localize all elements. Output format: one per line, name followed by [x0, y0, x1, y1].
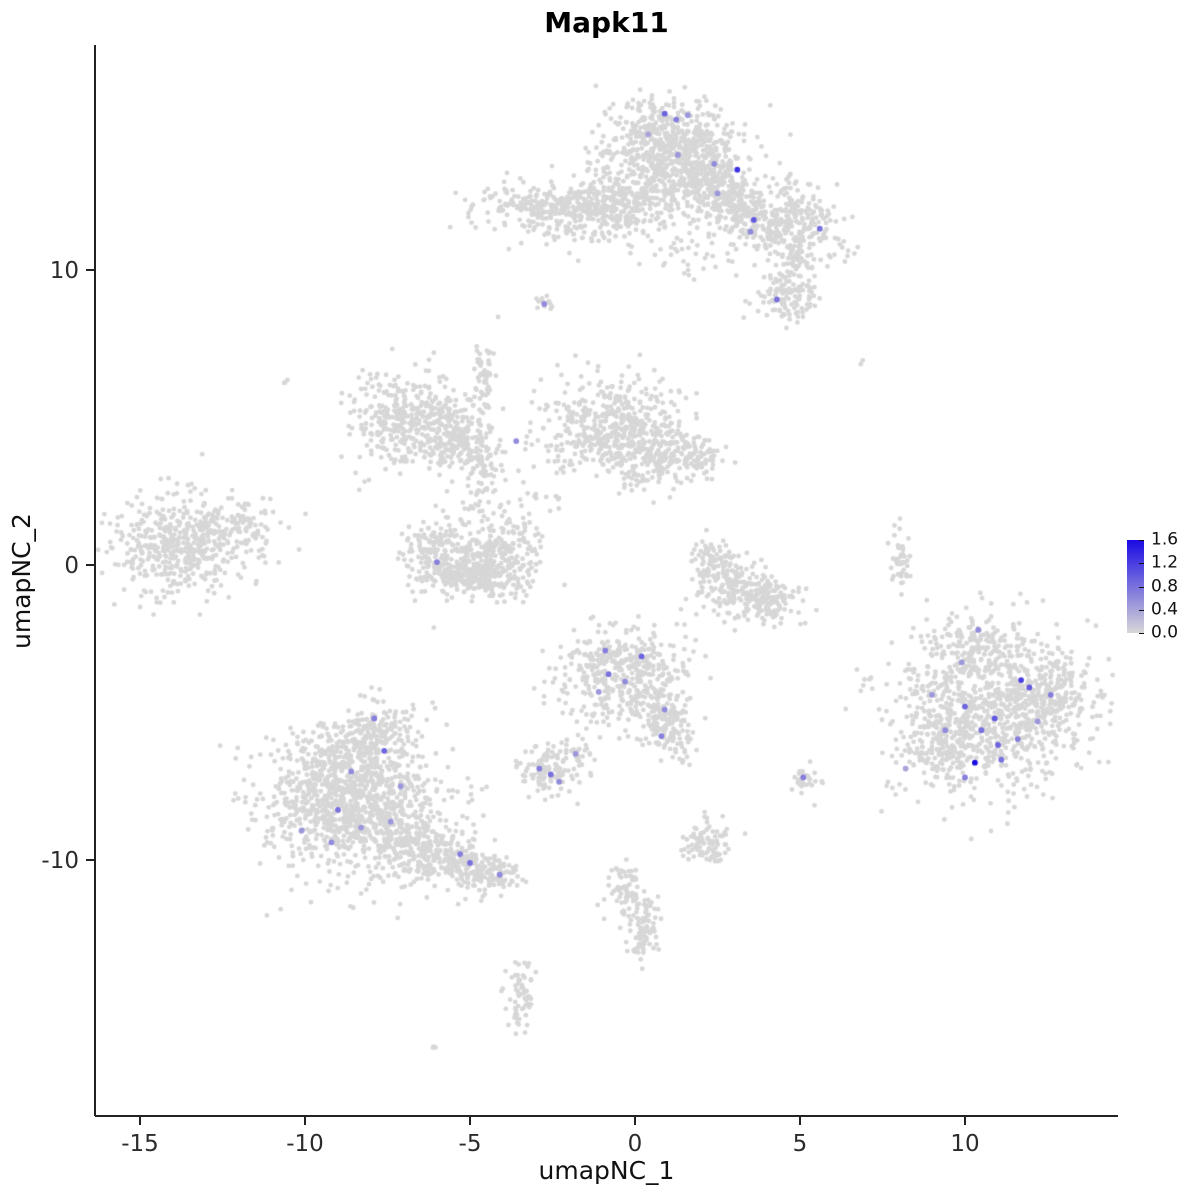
expression-legend: 1.6 1.2 0.8 0.4 0.0	[1120, 529, 1200, 644]
legend-tick-label: 1.2	[1151, 552, 1179, 573]
x-axis-title: umapNC_1	[538, 1156, 675, 1185]
legend-tick-label: 1.6	[1151, 529, 1179, 550]
y-axis-title: umapNC_2	[7, 513, 36, 649]
legend-tick-mark	[1139, 586, 1144, 588]
legend-tick-mark	[1139, 609, 1144, 611]
legend-tick-label: 0.4	[1151, 599, 1179, 620]
legend-tick-label: 0.8	[1151, 576, 1179, 596]
legend-tick-mark	[1139, 563, 1144, 565]
legend-tick-label: 0.0	[1151, 622, 1179, 643]
legend-tick-mark	[1139, 633, 1144, 634]
plot-title: Mapk11	[544, 6, 669, 39]
legend-tick-mark	[1139, 540, 1144, 541]
